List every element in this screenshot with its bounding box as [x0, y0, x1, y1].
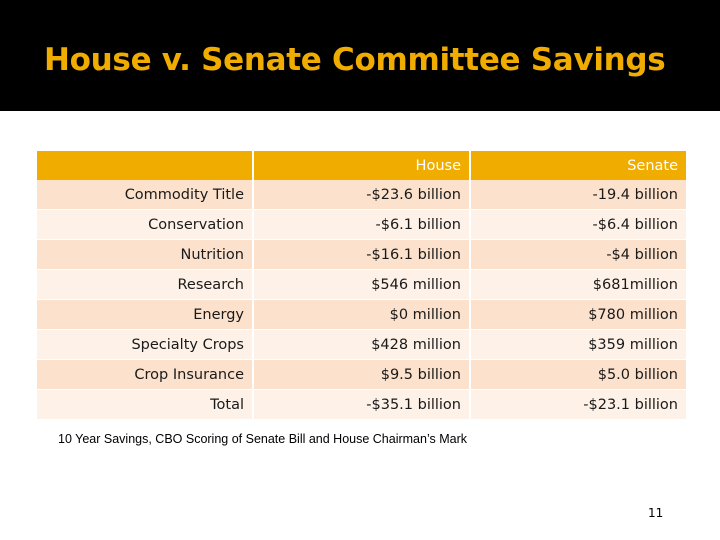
- house-value: $0 million: [253, 299, 471, 330]
- senate-value: -$6.4 billion: [470, 209, 686, 240]
- house-value: -$6.1 billion: [253, 209, 471, 240]
- row-label: Energy: [37, 299, 254, 330]
- house-value: -$16.1 billion: [253, 239, 471, 270]
- header-house: House: [253, 151, 471, 180]
- senate-value: $359 million: [470, 329, 686, 360]
- header-senate: Senate: [470, 151, 686, 180]
- row-label: Conservation: [37, 209, 254, 240]
- row-label: Research: [37, 269, 254, 300]
- house-value: -$35.1 billion: [253, 389, 471, 420]
- house-value: $428 million: [253, 329, 471, 360]
- page-number: 11: [648, 506, 664, 520]
- savings-table: House Senate Commodity Title -$23.6 bill…: [37, 151, 686, 420]
- senate-value: $780 million: [470, 299, 686, 330]
- senate-value: $5.0 billion: [470, 359, 686, 390]
- row-label: Specialty Crops: [37, 329, 254, 360]
- row-label: Crop Insurance: [37, 359, 254, 390]
- table-row: Specialty Crops $428 million $359 millio…: [37, 329, 686, 360]
- row-label: Nutrition: [37, 239, 254, 270]
- table-row-total: Total -$35.1 billion -$23.1 billion: [37, 389, 686, 420]
- table-row: Research $546 million $681million: [37, 269, 686, 300]
- house-value: -$23.6 billion: [253, 180, 471, 210]
- table-row: Commodity Title -$23.6 billion -19.4 bil…: [37, 180, 686, 210]
- title-bar: House v. Senate Committee Savings: [0, 0, 720, 111]
- row-label: Total: [37, 389, 254, 420]
- senate-value: -19.4 billion: [470, 180, 686, 210]
- house-value: $9.5 billion: [253, 359, 471, 390]
- slide-title: House v. Senate Committee Savings: [44, 42, 666, 78]
- table-footnote: 10 Year Savings, CBO Scoring of Senate B…: [58, 432, 468, 446]
- senate-value: -$4 billion: [470, 239, 686, 270]
- house-value: $546 million: [253, 269, 471, 300]
- row-label: Commodity Title: [37, 180, 254, 210]
- table-row: Nutrition -$16.1 billion -$4 billion: [37, 239, 686, 270]
- table-header-row: House Senate: [37, 151, 686, 180]
- table-row: Crop Insurance $9.5 billion $5.0 billion: [37, 359, 686, 390]
- senate-value: $681million: [470, 269, 686, 300]
- senate-value: -$23.1 billion: [470, 389, 686, 420]
- table-row: Conservation -$6.1 billion -$6.4 billion: [37, 209, 686, 240]
- table-row: Energy $0 million $780 million: [37, 299, 686, 330]
- header-label-column: [37, 151, 254, 180]
